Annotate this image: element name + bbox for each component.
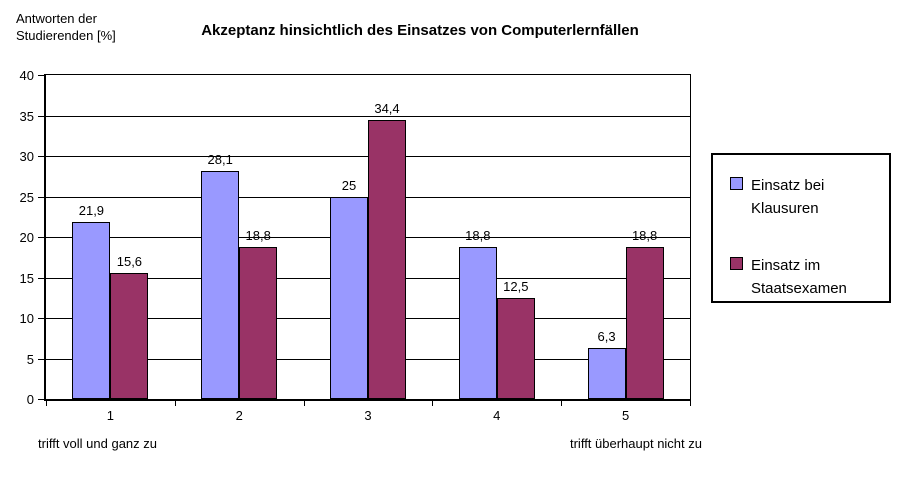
y-axis-tick [38,237,44,238]
bar-value-label: 6,3 [597,328,616,344]
y-axis-tick-label: 5 [26,351,34,367]
plot-area: 21,9 28,1 25 18,8 6,3 15,6 18,8 34,4 12,5 18,8 [44,74,691,401]
legend: Einsatz bei Klausuren Einsatz im Staatsex… [711,153,891,303]
y-axis-tick [38,399,44,400]
bar-value-label: 12,5 [503,278,529,294]
y-axis-tick [38,277,44,279]
bar-value-label: 18,8 [245,227,271,243]
y-axis-title: Antworten der Studierenden [%] [16,10,116,44]
bar [458,246,497,399]
y-axis-tick [38,115,44,117]
y-axis-tick-label: 15 [19,270,34,286]
y-axis-tick [38,156,44,157]
bar-value-label: 15,6 [116,253,143,269]
legend-label: Einsatz im Staatsexamen [751,257,847,297]
bar [110,272,149,399]
x-annotation-left: trifft voll und ganz zu [38,436,157,451]
y-axis-tick-label: 0 [26,392,34,407]
bar [72,221,111,399]
bar-value-label: 18,8 [631,227,658,243]
y-axis-tick-label: 40 [19,68,34,83]
chart-title: Akzeptanz hinsichtlich des Einsatzes von… [201,22,639,39]
x-category-label: 2 [235,408,243,423]
y-axis-tick [38,318,44,319]
x-axis-tick [561,400,563,406]
y-axis-tick-label: 35 [19,108,34,124]
bar-value-label: 18,8 [465,227,491,243]
y-axis-tick-label: 10 [19,311,34,326]
x-axis-tick [174,400,176,406]
bar-value-label: 25 [341,177,357,193]
x-axis-tick [690,400,691,406]
legend-swatch [730,257,743,270]
bar-value-label: 34,4 [374,101,400,117]
x-category-label: 4 [493,408,501,423]
y-axis-tick-label: 30 [19,149,34,164]
bar [496,297,535,399]
y-axis-tick-label: 20 [19,230,34,245]
y-axis-tick-label: 25 [19,189,34,205]
gridline [46,115,690,117]
x-axis-tick [46,400,47,406]
legend-item: Einsatz bei Klausuren [730,174,889,220]
x-category-label: 3 [364,408,372,423]
y-axis-title-line1: Antworten der [16,11,97,26]
bar [330,196,368,399]
x-axis-tick [303,400,305,406]
legend-swatch [730,177,743,190]
x-annotation-right: trifft überhaupt nicht zu [569,436,702,451]
bar [239,246,278,399]
bar-value-label: 28,1 [207,152,233,168]
bar-value-label: 21,9 [78,202,105,218]
legend-label: Einsatz bei Klausuren [751,177,825,217]
bar [201,171,240,399]
legend-item: Einsatz im Staatsexamen [730,254,889,300]
y-axis-title-line2: Studierenden [%] [16,28,116,43]
x-category-label: 5 [621,408,630,423]
bar [625,246,664,399]
y-axis-tick [38,358,44,360]
y-axis-tick [38,75,44,76]
x-axis-tick [432,400,434,406]
bar [587,347,626,399]
bar [368,120,406,399]
x-category-label: 1 [106,408,114,423]
y-axis-tick [38,196,44,198]
